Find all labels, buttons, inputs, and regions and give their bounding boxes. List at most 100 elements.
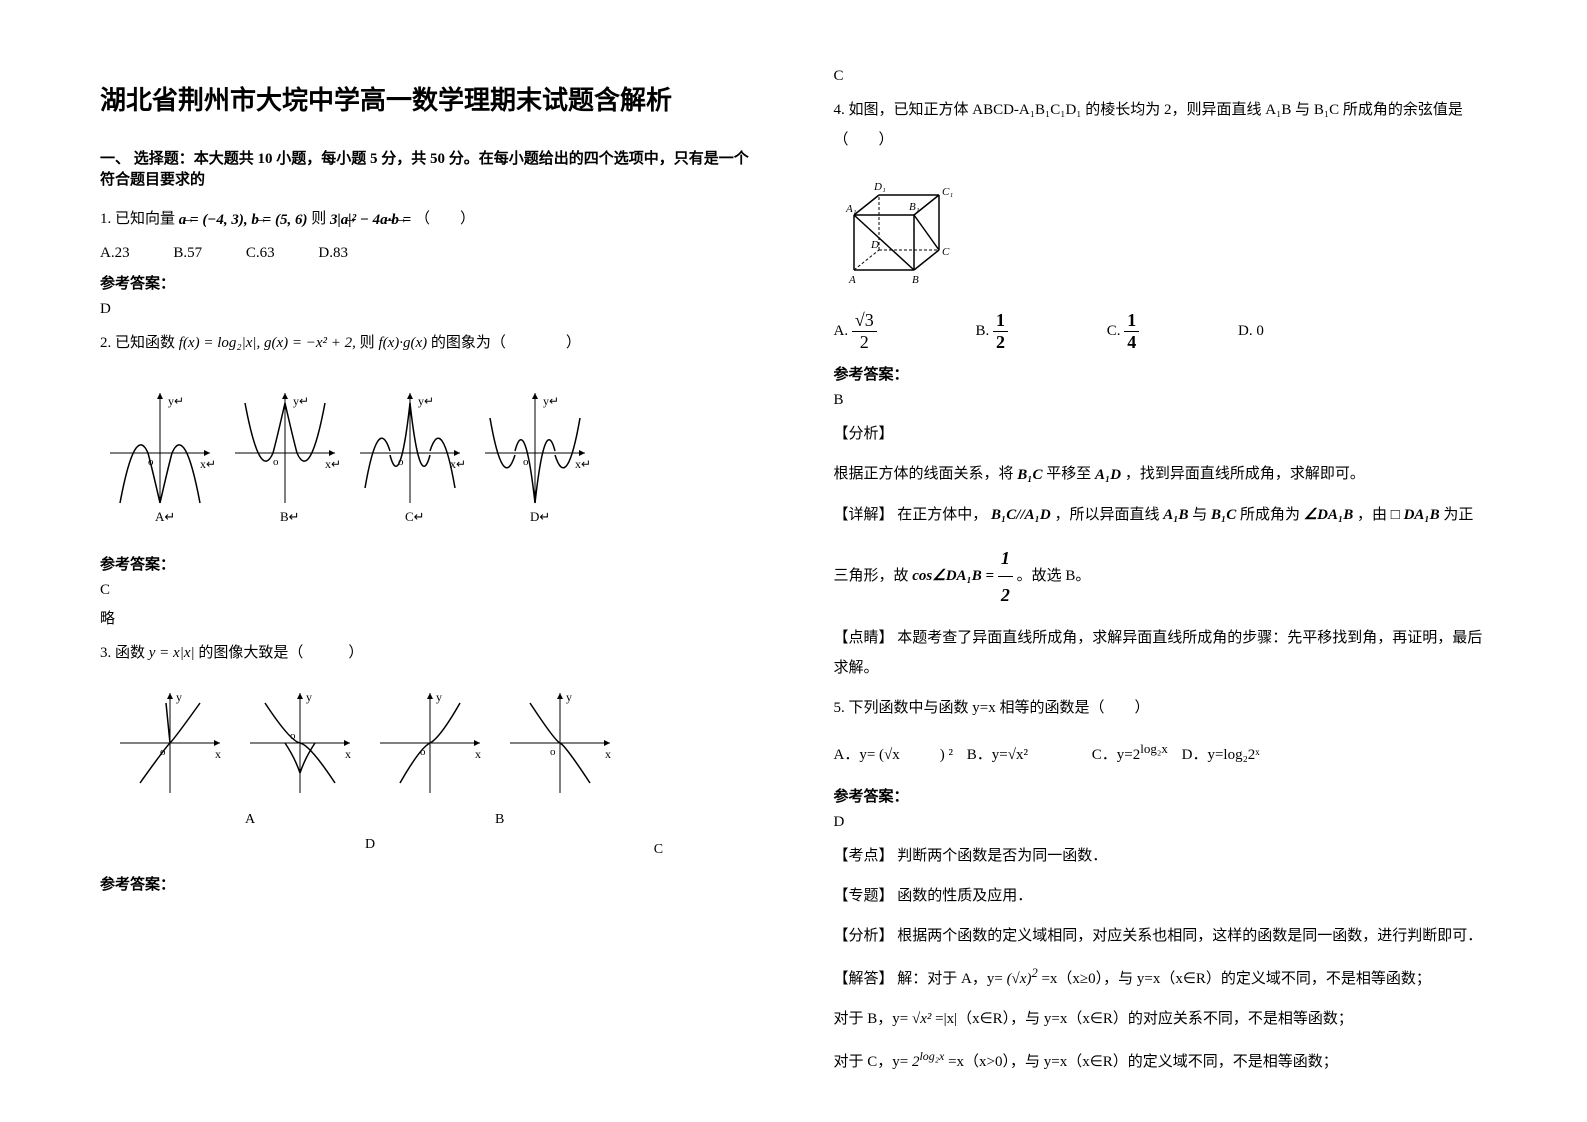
q4-options: A. √32 B. 12 C. 14 D. 0 <box>834 310 1488 353</box>
left-column: 湖北省荆州市大垸中学高一数学理期末试题含解析 一、 选择题：本大题共 10 小题… <box>0 0 794 1122</box>
q5-jieda-b-text: =|x|（x∈R），与 y=x（x∈R）的对应关系不同，不是相等函数； <box>935 1011 1353 1027</box>
q4-detail-tag: 【详解】 <box>834 507 894 523</box>
svg-text:D: D <box>870 239 879 251</box>
svg-text:x: x <box>605 747 611 761</box>
q5-jieda-f1: (√x)2 <box>1007 971 1038 987</box>
q2-graphs: y↵ x↵ o A↵ y↵ x↵ o B↵ <box>100 373 754 538</box>
q4-analysis-tag: 【分析】 <box>834 426 894 442</box>
q4-analysis: 【分析】 <box>834 419 1488 449</box>
svg-text:o: o <box>273 456 279 468</box>
q4-cube: A B C D A₁ B₁ C₁ D₁ <box>834 170 1488 295</box>
q5-jieda-a: 【解答】 解：对于 A，y= (√x)2 =x（x≥0），与 y=x（x∈R）的… <box>834 961 1488 994</box>
q5-answer: D <box>834 814 1488 831</box>
q5-zhuanti: 【专题】 函数的性质及应用． <box>834 881 1488 911</box>
q2-answer: C <box>100 582 754 599</box>
page-title: 湖北省荆州市大垸中学高一数学理期末试题含解析 <box>100 80 754 117</box>
svg-text:x↵: x↵ <box>450 457 466 471</box>
q4-d4: 所成角为 <box>1240 507 1300 523</box>
q4-opt-b: B. 12 <box>975 323 1088 339</box>
q5-jieda-c-pre: 对于 C，y= <box>834 1054 909 1070</box>
q1-formula2: 3|→a|² − 4→a·→b = <box>330 205 411 235</box>
answer-label-5: 参考答案： <box>834 785 1488 806</box>
svg-text:y↵: y↵ <box>168 394 184 408</box>
q4-point-text: 本题考查了异面直线所成角，求解异面直线所成角的步骤：先平移找到角，再证明，最后求… <box>834 630 1483 676</box>
q4-point: 【点睛】 本题考查了异面直线所成角，求解异面直线所成角的步骤：先平移找到角，再证… <box>834 623 1488 683</box>
answer-label-2: 参考答案： <box>100 553 754 574</box>
q5-jieda-a-text: =x（x≥0），与 y=x（x∈R）的定义域不同，不是相等函数； <box>1041 971 1430 987</box>
q4-d3: 与 <box>1192 507 1207 523</box>
q5-jieda-c-text: =x（x>0），与 y=x（x∈R）的定义域不同，不是相等函数； <box>948 1054 1338 1070</box>
q1-opt-b: B.57 <box>173 245 202 261</box>
svg-text:A₁: A₁ <box>845 203 857 215</box>
q2-graph-svg: y↵ x↵ o A↵ y↵ x↵ o B↵ <box>100 373 600 533</box>
svg-text:D₁: D₁ <box>873 181 886 193</box>
q2-suffix2: 的图象为（ ） <box>431 335 581 351</box>
q1-opt-c: C.63 <box>246 245 275 261</box>
svg-text:y↵: y↵ <box>543 394 559 408</box>
answer-label-4: 参考答案： <box>834 363 1488 384</box>
q4-opt-c: C. 14 <box>1107 323 1220 339</box>
q5-opt-d: D．y=log₂2ˣ <box>1182 747 1260 763</box>
svg-text:B↵: B↵ <box>280 509 300 524</box>
q2-suffix: 则 <box>360 335 375 351</box>
answer-label-3: 参考答案： <box>100 873 754 894</box>
q5-jieda-pre: 解：对于 A，y= <box>897 971 1003 987</box>
q4-df6: cos∠DA₁B = 12 <box>912 540 1013 613</box>
svg-text:D: D <box>365 837 375 852</box>
svg-text:y: y <box>176 690 182 704</box>
q4-df4: ∠DA₁B <box>1304 500 1354 530</box>
q3-formula: y = x|x| <box>149 645 195 661</box>
q5-jieda-bf: √x² <box>912 1011 931 1027</box>
q5-zhuanti-tag: 【专题】 <box>834 888 894 904</box>
q5-opt-a: A．y= (√x) ² <box>834 747 954 763</box>
question-2: 2. 已知函数 f(x) = log₂|x|, g(x) = −x² + 2, … <box>100 328 754 358</box>
q1-prefix: 1. 已知向量 <box>100 211 175 227</box>
svg-text:x: x <box>475 747 481 761</box>
q4-d5: ，由 <box>1357 507 1387 523</box>
q5-fenxi-tag: 【分析】 <box>834 928 894 944</box>
q4-d2: ，所以异面直线 <box>1054 507 1159 523</box>
svg-text:x↵: x↵ <box>325 457 341 471</box>
svg-text:o: o <box>550 746 556 758</box>
q3-prefix: 3. 函数 <box>100 645 145 661</box>
q4-df3: B₁C <box>1211 500 1236 530</box>
q4-aend: ，找到异面直线所成角，求解即可。 <box>1125 466 1365 482</box>
q5-jieda-c: 对于 C，y= 2log₂x =x（x>0），与 y=x（x∈R）的定义域不同，… <box>834 1044 1488 1077</box>
question-4: 4. 如图，已知正方体 ABCD-A₁B₁C₁D₁ 的棱长均为 2，则异面直线 … <box>834 95 1488 155</box>
svg-text:x: x <box>215 747 221 761</box>
q4-cube-svg: A B C D A₁ B₁ C₁ D₁ <box>834 170 964 290</box>
q4-af1: B₁C <box>1017 460 1042 490</box>
q5-jieda-b: 对于 B，y= √x² =|x|（x∈R），与 y=x（x∈R）的对应关系不同，… <box>834 1004 1488 1034</box>
q4-af2: A₁D <box>1095 460 1121 490</box>
q1-opt-a: A.23 <box>100 245 130 261</box>
q5-kaodian-text: 判断两个函数是否为同一函数． <box>897 848 1107 864</box>
question-3: 3. 函数 y = x|x| 的图像大致是（ ） <box>100 638 754 668</box>
svg-text:A↵: A↵ <box>155 509 175 524</box>
q1-answer: D <box>100 301 754 318</box>
svg-text:x↵: x↵ <box>200 457 216 471</box>
svg-text:A: A <box>848 274 856 286</box>
q5-opt-b: B．y=√x² <box>967 747 1068 763</box>
q4-d1: 在正方体中， <box>897 507 987 523</box>
q5-kaodian: 【考点】 判断两个函数是否为同一函数． <box>834 841 1488 871</box>
q1-suffix: 则 <box>311 211 326 227</box>
svg-text:B: B <box>912 274 919 286</box>
q3-label-c: C <box>654 842 663 857</box>
q5-zhuanti-text: 函数的性质及应用． <box>897 888 1032 904</box>
q4-point-tag: 【点睛】 <box>834 630 894 646</box>
answer-label-1: 参考答案： <box>100 272 754 293</box>
svg-text:y: y <box>566 690 572 704</box>
svg-text:C↵: C↵ <box>405 509 425 524</box>
q4-df5: □ DA₁B <box>1391 500 1440 530</box>
q4-detail-line2: 三角形，故 cos∠DA₁B = 12 。故选 B。 <box>834 540 1488 613</box>
q4-d7: 三角形，故 <box>834 568 909 584</box>
q5-jieda-tag: 【解答】 <box>834 971 894 987</box>
q4-text: 4. 如图，已知正方体 ABCD-A₁B₁C₁D₁ 的棱长均为 2，则异面直线 … <box>834 102 1463 148</box>
q5-options: A．y= (√x) ² B．y=√x² C．y=2log₂x D．y=log₂2… <box>834 733 1488 775</box>
section-title: 一、 选择题：本大题共 10 小题，每小题 5 分，共 50 分。在每小题给出的… <box>100 147 754 189</box>
q4-amid: 平移至 <box>1046 466 1091 482</box>
q4-answer: B <box>834 392 1488 409</box>
q4-d8: 。故选 B。 <box>1017 568 1091 584</box>
q4-d6: 为正 <box>1443 507 1473 523</box>
q1-formula: →a = (−4, 3), →b = (5, 6) <box>179 205 308 235</box>
